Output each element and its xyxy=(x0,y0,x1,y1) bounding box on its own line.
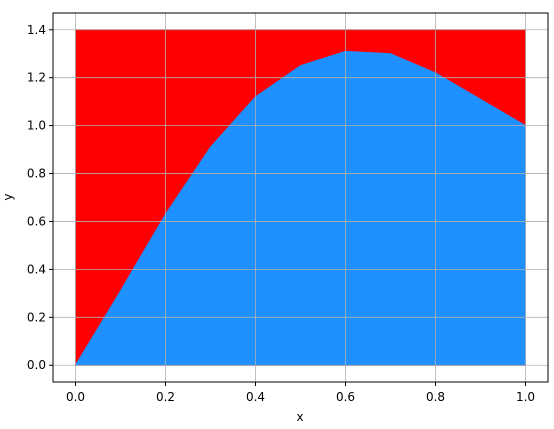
x-tick-label: 1.0 xyxy=(516,390,535,404)
plot-frame xyxy=(52,12,549,383)
y-tick-label: 0.0 xyxy=(27,358,46,372)
y-tick-label: 0.4 xyxy=(27,262,46,276)
x-tick-label: 0.0 xyxy=(66,390,85,404)
x-tick-label: 0.8 xyxy=(426,390,445,404)
y-tick-label: 0.6 xyxy=(27,214,46,228)
x-tick-label: 0.2 xyxy=(156,390,175,404)
x-tick-label: 0.4 xyxy=(246,390,265,404)
x-tick-label: 0.6 xyxy=(336,390,355,404)
y-tick-label: 0.2 xyxy=(27,310,46,324)
y-tick-label: 0.8 xyxy=(27,167,46,181)
y-tick-label: 1.0 xyxy=(27,119,46,133)
y-axis-label: y xyxy=(1,193,15,200)
y-tick-label: 1.4 xyxy=(27,23,46,37)
y-tick-label: 1.2 xyxy=(27,71,46,85)
x-axis-label: x xyxy=(296,410,303,424)
